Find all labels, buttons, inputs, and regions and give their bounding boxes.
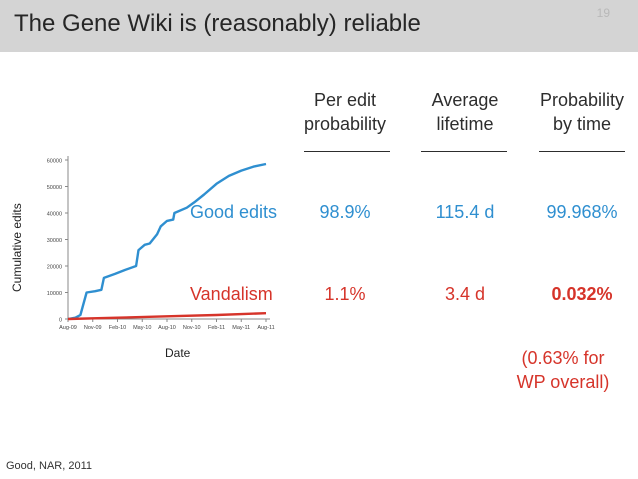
header-average-lifetime: Average lifetime [410,88,520,136]
page-number: 19 [596,6,610,20]
x-tick-label: Nov-10 [183,325,201,331]
header-line: probability [303,114,387,134]
header-line: Per edit [313,90,377,110]
cell-vandalism-lifetime: 3.4 d [444,284,486,304]
y-tick-label: 40000 [47,212,62,218]
slide-title: The Gene Wiki is (reasonably) reliable [14,10,421,37]
header-rule [304,151,390,152]
series-line-good-edits [67,162,267,321]
x-tick-label: Nov-09 [84,325,102,331]
header-rule [421,151,507,152]
note-line: (0.63% for [521,348,605,368]
x-tick-label: Feb-11 [208,325,225,331]
x-axis-label: Date [165,346,191,360]
header-line: by time [552,114,612,134]
cell-good-lifetime: 115.4 d [435,202,495,222]
cell-good-per-edit: 98.9% [319,202,371,222]
x-tick-label: Aug-09 [59,325,77,331]
y-tick-label: 30000 [47,238,62,244]
y-tick-label: 0 [59,318,62,324]
title-bar [0,0,638,52]
y-tick-label: 10000 [47,291,62,297]
x-tick-label: May-10 [133,325,151,331]
header-probability-by-time: Probability by time [527,88,637,136]
y-tick-label: 20000 [47,265,62,271]
header-per-edit-probability: Per edit probability [290,88,400,136]
chart-plot-area: 0 10000 20000 30000 40000 50000 60000 Aug-09 Nov… [47,156,275,331]
cumulative-edits-chart: 0 10000 20000 30000 40000 50000 60000 Aug-09 Nov… [47,156,275,331]
row-label-vandalism: Vandalism [190,284,273,304]
series-line-vandalism [67,312,267,321]
y-tick-label: 60000 [47,159,62,165]
note-line: WP overall) [516,372,610,392]
y-axis-label: Cumulative edits [10,203,24,292]
wp-overall-note: (0.63% for WP overall) [498,346,628,394]
x-tick-label: May-11 [232,325,250,331]
row-label-good-edits: Good edits [190,202,278,222]
x-tick-label: Feb-10 [109,325,126,331]
cell-good-by-time: 99.968% [546,202,618,222]
x-tick-label: Aug-10 [158,325,176,331]
x-tick-label: Aug-11 [257,325,274,331]
cell-vandalism-by-time: 0.032% [551,284,613,304]
header-line: Probability [539,90,625,110]
header-line: lifetime [436,114,494,134]
citation: Good, NAR, 2011 [6,460,93,472]
y-tick-label: 50000 [47,185,62,191]
cell-vandalism-per-edit: 1.1% [324,284,366,304]
header-line: Average [431,90,499,110]
header-rule [539,151,625,152]
